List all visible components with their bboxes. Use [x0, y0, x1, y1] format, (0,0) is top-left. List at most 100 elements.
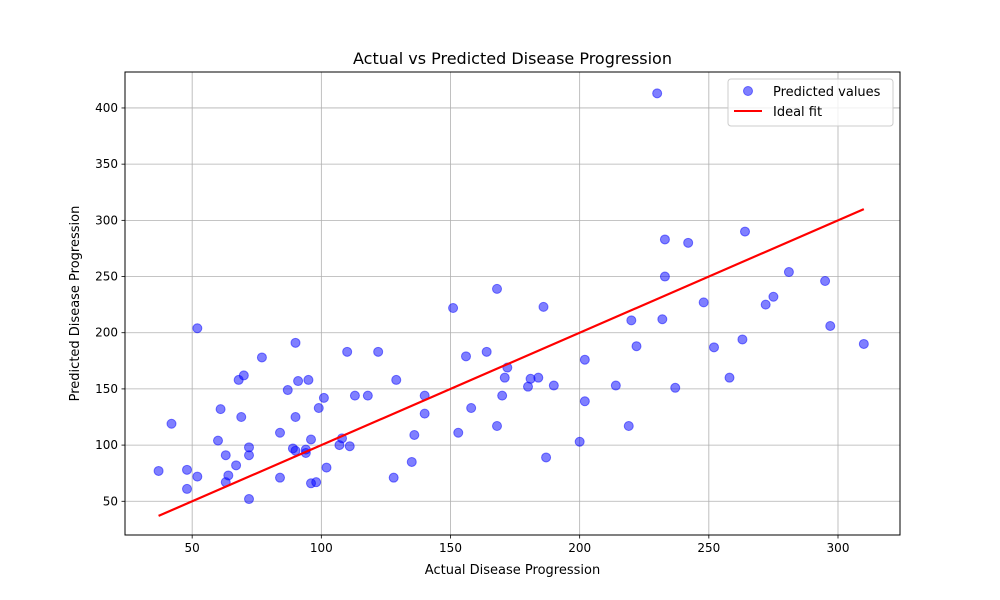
y-tick-label: 50: [103, 494, 118, 508]
data-point: [342, 346, 353, 357]
data-point: [626, 315, 637, 326]
data-point: [574, 436, 585, 447]
y-tick-label: 400: [95, 101, 118, 115]
data-point: [153, 465, 164, 476]
data-point: [344, 441, 355, 452]
data-point: [737, 334, 748, 345]
data-point: [244, 450, 254, 461]
chart-title: Actual vs Predicted Disease Progression: [353, 49, 672, 68]
x-tick-label: 100: [310, 541, 333, 555]
data-point: [659, 234, 670, 245]
data-point: [623, 420, 634, 431]
data-point: [466, 403, 477, 414]
data-point: [318, 392, 329, 403]
legend-label-predicted-values: Predicted values: [773, 85, 881, 100]
data-point: [303, 374, 314, 385]
data-point: [533, 372, 544, 383]
x-tick-label: 250: [697, 541, 720, 555]
legend: Predicted values Ideal fit: [727, 78, 894, 127]
x-tick-label: 200: [568, 541, 591, 555]
data-point: [724, 372, 735, 383]
grid: [125, 72, 900, 535]
data-point: [220, 450, 231, 461]
data-point: [698, 297, 709, 308]
data-point: [610, 380, 621, 391]
data-point: [538, 301, 549, 312]
data-point: [311, 477, 322, 488]
data-point: [657, 314, 668, 325]
data-point: [448, 302, 459, 313]
data-point: [223, 470, 234, 481]
data-point: [579, 396, 590, 407]
data-point: [182, 483, 192, 494]
data-point: [541, 452, 552, 463]
y-tick-label: 250: [95, 270, 118, 284]
data-point: [659, 271, 670, 282]
data-point: [492, 283, 502, 294]
data-point: [244, 494, 254, 505]
data-point: [275, 472, 285, 483]
data-point: [683, 237, 694, 248]
x-axis-label: Actual Disease Progression: [425, 563, 600, 578]
data-point: [213, 435, 223, 446]
data-point: [192, 323, 203, 334]
data-point: [293, 376, 304, 387]
data-point: [215, 404, 226, 415]
data-point: [282, 385, 293, 396]
data-layer: [153, 88, 869, 517]
data-point: [492, 420, 502, 431]
data-point: [313, 403, 324, 414]
data-point: [768, 291, 779, 302]
y-tick-label: 150: [95, 382, 118, 396]
y-tick-label: 300: [95, 213, 118, 227]
data-point: [481, 346, 492, 357]
data-point: [652, 88, 663, 99]
data-point: [497, 390, 508, 401]
data-point: [231, 460, 242, 471]
data-point: [238, 370, 249, 381]
data-point: [825, 320, 836, 331]
data-point: [709, 342, 719, 353]
data-point: [548, 380, 559, 391]
data-point: [670, 382, 681, 393]
data-point: [236, 412, 247, 423]
data-point: [409, 429, 420, 440]
data-point: [631, 341, 642, 352]
data-point: [760, 299, 771, 310]
data-point: [373, 346, 384, 357]
y-tick-label: 200: [95, 326, 118, 340]
data-point: [391, 374, 402, 385]
x-tick-label: 300: [827, 541, 850, 555]
y-axis-label: Predicted Disease Progression: [68, 206, 83, 402]
legend-box: [727, 78, 894, 127]
y-tick-label: 100: [95, 438, 118, 452]
data-point: [275, 427, 285, 438]
data-point: [290, 412, 301, 423]
data-point: [453, 427, 464, 438]
data-point: [740, 226, 750, 237]
data-point: [290, 337, 301, 348]
y-tick-label: 350: [95, 157, 118, 171]
data-point: [182, 464, 192, 475]
data-point: [858, 338, 869, 349]
data-point: [783, 267, 794, 278]
plot-frame: [124, 71, 901, 536]
data-point: [820, 276, 831, 287]
data-point: [362, 390, 373, 401]
data-point: [306, 434, 316, 445]
data-point: [388, 472, 399, 483]
legend-marker-predicted-values: [743, 86, 753, 96]
data-point: [406, 456, 417, 467]
x-tick-label: 150: [439, 541, 462, 555]
data-point: [256, 352, 267, 363]
data-point: [166, 418, 177, 429]
legend-label-ideal-fit: Ideal fit: [773, 105, 822, 120]
axis-ticks: 50 100 150 200 250 300 50 100 150 200 250 300 350 400: [95, 101, 849, 555]
data-point: [499, 372, 510, 383]
data-point: [419, 408, 430, 419]
data-point: [321, 462, 332, 473]
data-point: [349, 390, 360, 401]
ideal-fit-line: [158, 208, 865, 517]
data-point: [192, 471, 203, 482]
